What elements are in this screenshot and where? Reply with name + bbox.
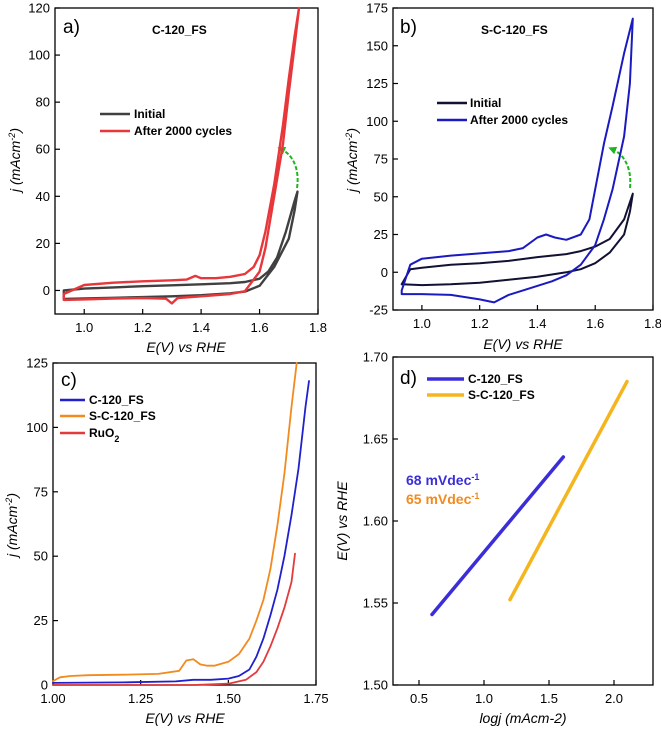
panel-c-label: c)	[61, 370, 77, 391]
panel-b-frame	[392, 7, 654, 311]
panel-a-ytick-label: 120	[28, 1, 50, 16]
legend-b-initial: Initial	[470, 96, 501, 110]
legend-d-c120: C-120_FS	[468, 372, 523, 386]
panel-b-ytick-label: 175	[366, 1, 388, 16]
panel-c-ytick-label: 125	[26, 356, 48, 371]
panel-a-frame	[54, 7, 319, 315]
legend-b-after: After 2000 cycles	[470, 113, 568, 127]
legend-c-sc120: S-C-120_FS	[89, 409, 156, 423]
panel-b-xtick-label: 1.4	[528, 316, 546, 331]
panel-c-xtick-label: 1.75	[303, 691, 328, 706]
panel-b-ytick-label: 125	[366, 76, 388, 91]
panel-b-xtick-label: 1.8	[644, 316, 661, 331]
panel-a-series-after-2000-cycles	[62, 6, 301, 305]
panel-b-ytick-label: 0	[381, 265, 388, 280]
panel-a-xlabel: E(V) vs RHE	[146, 339, 226, 355]
panel-a-xtick-label: 1.4	[192, 320, 210, 335]
panel-b-xtick-label: 1.6	[586, 316, 604, 331]
panel-c-series-c-120-fs	[52, 380, 310, 684]
panel-d-xtick-label: 1.5	[540, 691, 558, 706]
panel-d-ytick-label: 1.50	[363, 678, 388, 693]
panel-d-xtick-label: 2.0	[605, 691, 623, 706]
panel-b-series-after-2000-cycles	[400, 17, 634, 304]
panel-b-ytick-label: 100	[366, 114, 388, 129]
panel-d-xtick-label: 1.0	[475, 691, 493, 706]
panel-b-ytick-label: 50	[374, 189, 388, 204]
legend-a-after: After 2000 cycles	[134, 124, 232, 138]
panel-b-label: b)	[400, 17, 417, 38]
panel-a-ytick-label: 0	[43, 283, 50, 298]
panel-b-title: S-C-120_FS	[481, 23, 548, 37]
panel-d-label: d)	[400, 368, 417, 389]
panel-c-xtick-label: 1.50	[216, 691, 241, 706]
panel-b-xtick-label: 1.2	[471, 316, 489, 331]
panel-b-ytick-label: 75	[374, 152, 388, 167]
panel-a-xtick-label: 1.6	[251, 320, 269, 335]
panel-c-ytick-label: 100	[26, 420, 48, 435]
panel-c-xlabel: E(V) vs RHE	[145, 710, 225, 726]
panel-c-xtick-label: 1.00	[40, 691, 65, 706]
panel-d-ytick-label: 1.55	[363, 596, 388, 611]
panel-b-green-arrow	[608, 146, 632, 189]
panel-d-xtick-label: 0.5	[410, 691, 428, 706]
slope-annotation-c120: 68 mVdec-1	[406, 472, 479, 488]
panel-a-xtick-label: 1.0	[75, 320, 93, 335]
panel-a-xtick-label: 1.8	[309, 320, 327, 335]
panel-c-series-ruo2	[52, 552, 296, 686]
panel-a-ytick-label: 80	[36, 95, 50, 110]
panel-d-series-s-c-120-fs	[508, 379, 629, 602]
panel-c-ylabel: j (mAcm-2)	[4, 493, 20, 559]
panel-a-ytick-label: 40	[36, 189, 50, 204]
panel-b-ytick-label: 25	[374, 227, 388, 242]
panel-a-ylabel: j (mAcm-2)	[7, 128, 23, 194]
panel-c-ytick-label: 50	[34, 549, 48, 564]
panel-b-series-initial	[400, 192, 634, 287]
legend-c-c120: C-120_FS	[89, 393, 144, 407]
panel-a-ytick-label: 20	[36, 236, 50, 251]
panel-a-xtick-label: 1.2	[134, 320, 152, 335]
panel-c-ytick-label: 0	[41, 678, 48, 693]
legend-a-initial: Initial	[134, 107, 165, 121]
panel-d-series-c-120-fs	[430, 455, 566, 617]
panel-a-label: a)	[63, 17, 80, 38]
panel-d-ylabel: E(V) vs RHE	[334, 481, 350, 561]
panel-b-xtick-label: 1.0	[413, 316, 431, 331]
panel-a-green-arrow	[277, 147, 299, 189]
slope-annotation-sc120: 65 mVdec-1	[406, 491, 479, 507]
panel-c-xtick-label: 1.25	[128, 691, 153, 706]
panel-a-title: C-120_FS	[152, 23, 207, 37]
panel-c-series-s-c-120-fs	[52, 362, 298, 682]
panel-b-xlabel: E(V) vs RHE	[483, 336, 563, 352]
panel-b-ytick-label: -25	[369, 303, 388, 318]
panel-a-ytick-label: 60	[36, 142, 50, 157]
panel-d-ytick-label: 1.65	[363, 432, 388, 447]
panel-d-xlabel: logj (mAcm-2)	[479, 710, 566, 726]
panel-b-ytick-label: 150	[366, 38, 388, 53]
panel-c-ytick-label: 75	[34, 484, 48, 499]
legend-d-sc120: S-C-120_FS	[468, 388, 535, 402]
panel-d-ytick-label: 1.60	[363, 514, 388, 529]
panel-c-ytick-label: 25	[34, 613, 48, 628]
panel-a-ytick-label: 100	[28, 48, 50, 63]
panel-a-series-initial	[62, 190, 299, 301]
legend-c-ruo2: RuO2	[89, 426, 119, 444]
panel-b-ylabel: j (mAcm-2)	[344, 128, 360, 194]
panel-d-ytick-label: 1.70	[363, 350, 388, 365]
